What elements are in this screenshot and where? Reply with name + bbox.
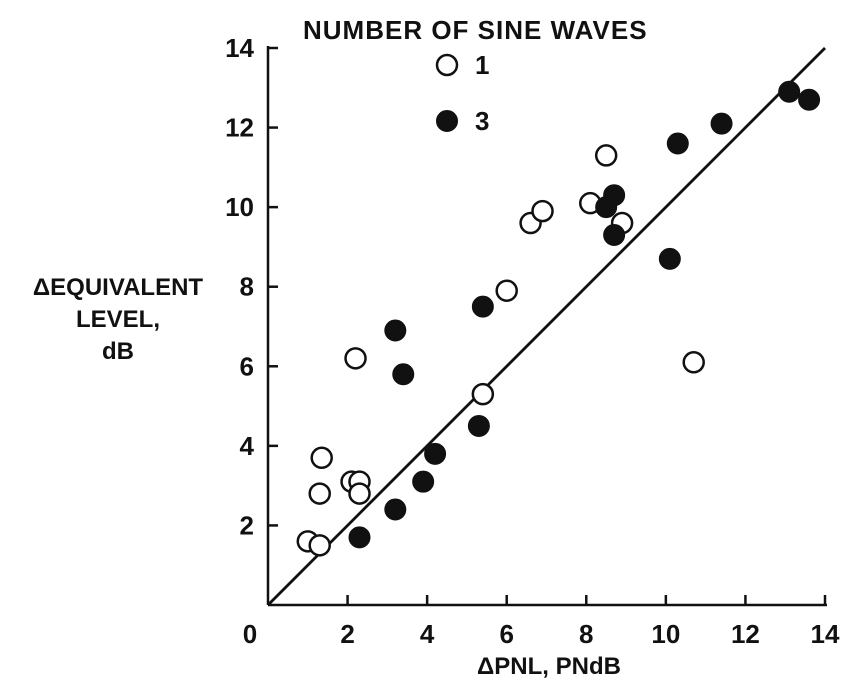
- axes-layer: 0 2 4 6 8 10 12 14 2 4 6 8 10 12 14: [225, 33, 840, 649]
- x-tick-label: 8: [579, 619, 593, 649]
- reference-line-layer: [267, 47, 826, 606]
- data-point-open: [594, 144, 618, 167]
- data-point-open: [308, 534, 331, 557]
- legend-title: NUMBER OF SINE WAVES: [303, 15, 648, 45]
- data-point-filled: [603, 184, 626, 207]
- data-point-filled: [666, 132, 689, 155]
- data-point-filled: [658, 247, 681, 270]
- data-point-open: [310, 446, 333, 470]
- y-tick-label: 2: [240, 510, 254, 540]
- y-tick-label: 14: [225, 33, 254, 63]
- x-tick-label: 14: [811, 619, 840, 649]
- data-point-filled: [424, 442, 447, 465]
- data-point-open: [344, 347, 367, 370]
- y-tick-label: 12: [225, 113, 254, 143]
- y-tick-label: 6: [240, 351, 254, 381]
- data-point-open: [682, 351, 705, 374]
- y-tick-label: 10: [225, 192, 254, 222]
- x-tick-label: 2: [340, 619, 354, 649]
- x-axis-label: ΔPNL, PNdB: [477, 653, 621, 680]
- data-point-filled: [798, 88, 821, 111]
- legend-marker: [435, 53, 459, 77]
- legend-label: 1: [475, 50, 489, 80]
- data-point-filled: [471, 295, 494, 318]
- y-axis-label-line-2: LEVEL,: [76, 306, 160, 333]
- x-tick-label: 4: [420, 619, 435, 649]
- data-point-filled: [710, 112, 733, 135]
- legend-label: 3: [475, 106, 489, 136]
- x-tick-label: 12: [731, 619, 760, 649]
- y-axis-label-line-3: dB: [102, 338, 134, 365]
- data-point-open: [531, 199, 554, 223]
- x-tick-label: 10: [651, 619, 680, 649]
- data-point-filled: [384, 319, 407, 342]
- data-point-filled: [348, 526, 371, 549]
- y-tick-label: 8: [240, 272, 254, 302]
- x-tick-label: 0: [243, 619, 257, 649]
- data-point-open: [308, 482, 331, 505]
- axis-labels: ΔEQUIVALENT LEVEL, dB ΔPNL, PNdB: [33, 274, 621, 680]
- legend-marker: [436, 110, 458, 132]
- data-point-open: [495, 279, 518, 302]
- data-point-filled: [392, 363, 415, 386]
- legend: NUMBER OF SINE WAVES 1 3: [303, 15, 648, 136]
- y-axis-label-line-1: ΔEQUIVALENT: [33, 274, 203, 301]
- data-point-filled: [603, 223, 626, 246]
- data-point-filled: [467, 414, 490, 437]
- y-tick-label: 4: [240, 431, 255, 461]
- data-point-filled: [384, 498, 407, 521]
- x-tick-label: 6: [499, 619, 513, 649]
- data-point-filled: [412, 470, 435, 493]
- data-point-filled: [778, 80, 801, 103]
- points-layer: [296, 80, 821, 557]
- reference-line: [267, 47, 826, 606]
- data-point-open: [348, 482, 371, 505]
- data-point-open: [471, 382, 495, 406]
